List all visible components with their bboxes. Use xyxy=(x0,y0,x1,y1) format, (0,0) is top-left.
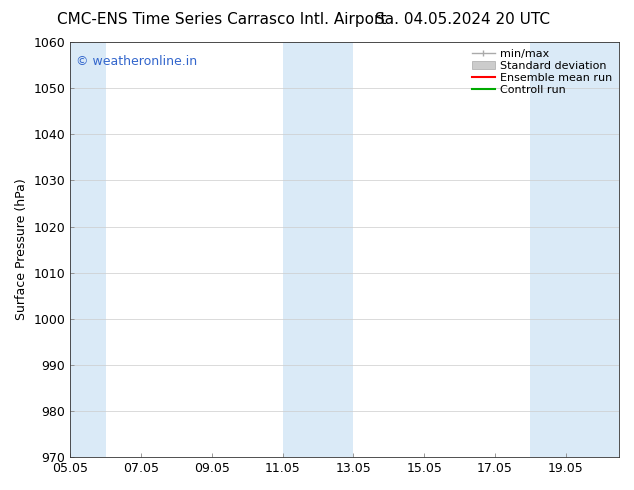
Legend: min/max, Standard deviation, Ensemble mean run, Controll run: min/max, Standard deviation, Ensemble me… xyxy=(468,44,617,100)
Bar xyxy=(70,42,106,457)
Bar xyxy=(283,42,354,457)
Text: Sa. 04.05.2024 20 UTC: Sa. 04.05.2024 20 UTC xyxy=(375,12,550,27)
Y-axis label: Surface Pressure (hPa): Surface Pressure (hPa) xyxy=(15,179,28,320)
Text: © weatheronline.in: © weatheronline.in xyxy=(76,54,197,68)
Text: CMC-ENS Time Series Carrasco Intl. Airport: CMC-ENS Time Series Carrasco Intl. Airpo… xyxy=(57,12,387,27)
Bar xyxy=(531,42,619,457)
